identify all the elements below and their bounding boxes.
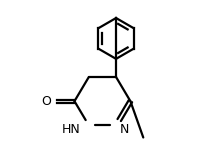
Text: O: O (41, 95, 51, 108)
Text: N: N (120, 123, 129, 136)
Text: HN: HN (62, 123, 81, 136)
